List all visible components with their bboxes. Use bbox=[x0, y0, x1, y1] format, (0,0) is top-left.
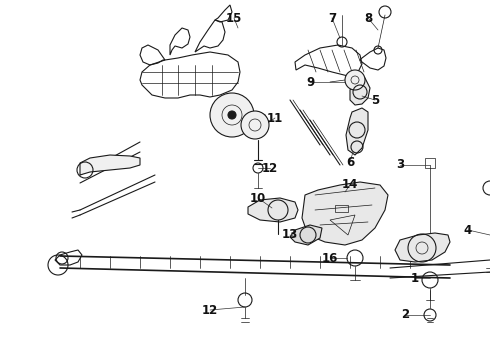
Text: 3: 3 bbox=[396, 158, 404, 171]
Text: 10: 10 bbox=[250, 192, 266, 204]
Polygon shape bbox=[350, 75, 370, 105]
Text: 15: 15 bbox=[226, 12, 242, 24]
Text: 2: 2 bbox=[401, 309, 409, 321]
Polygon shape bbox=[80, 155, 140, 175]
Polygon shape bbox=[346, 108, 368, 155]
Text: 1: 1 bbox=[411, 271, 419, 284]
Circle shape bbox=[241, 111, 269, 139]
Text: 11: 11 bbox=[267, 112, 283, 125]
Text: 5: 5 bbox=[371, 94, 379, 107]
Text: 4: 4 bbox=[464, 224, 472, 237]
Text: 13: 13 bbox=[282, 229, 298, 242]
Circle shape bbox=[228, 111, 236, 119]
Text: 7: 7 bbox=[328, 12, 336, 24]
Polygon shape bbox=[248, 198, 298, 222]
Circle shape bbox=[345, 70, 365, 90]
Polygon shape bbox=[290, 225, 322, 245]
Text: 16: 16 bbox=[322, 252, 338, 265]
Polygon shape bbox=[395, 233, 450, 262]
Text: 8: 8 bbox=[364, 12, 372, 24]
Circle shape bbox=[210, 93, 254, 137]
Polygon shape bbox=[302, 182, 388, 245]
Polygon shape bbox=[238, 112, 268, 132]
Text: 6: 6 bbox=[346, 156, 354, 168]
Text: 14: 14 bbox=[342, 179, 358, 192]
Text: 12: 12 bbox=[202, 303, 218, 316]
Text: 9: 9 bbox=[306, 76, 314, 89]
Text: 12: 12 bbox=[262, 162, 278, 175]
